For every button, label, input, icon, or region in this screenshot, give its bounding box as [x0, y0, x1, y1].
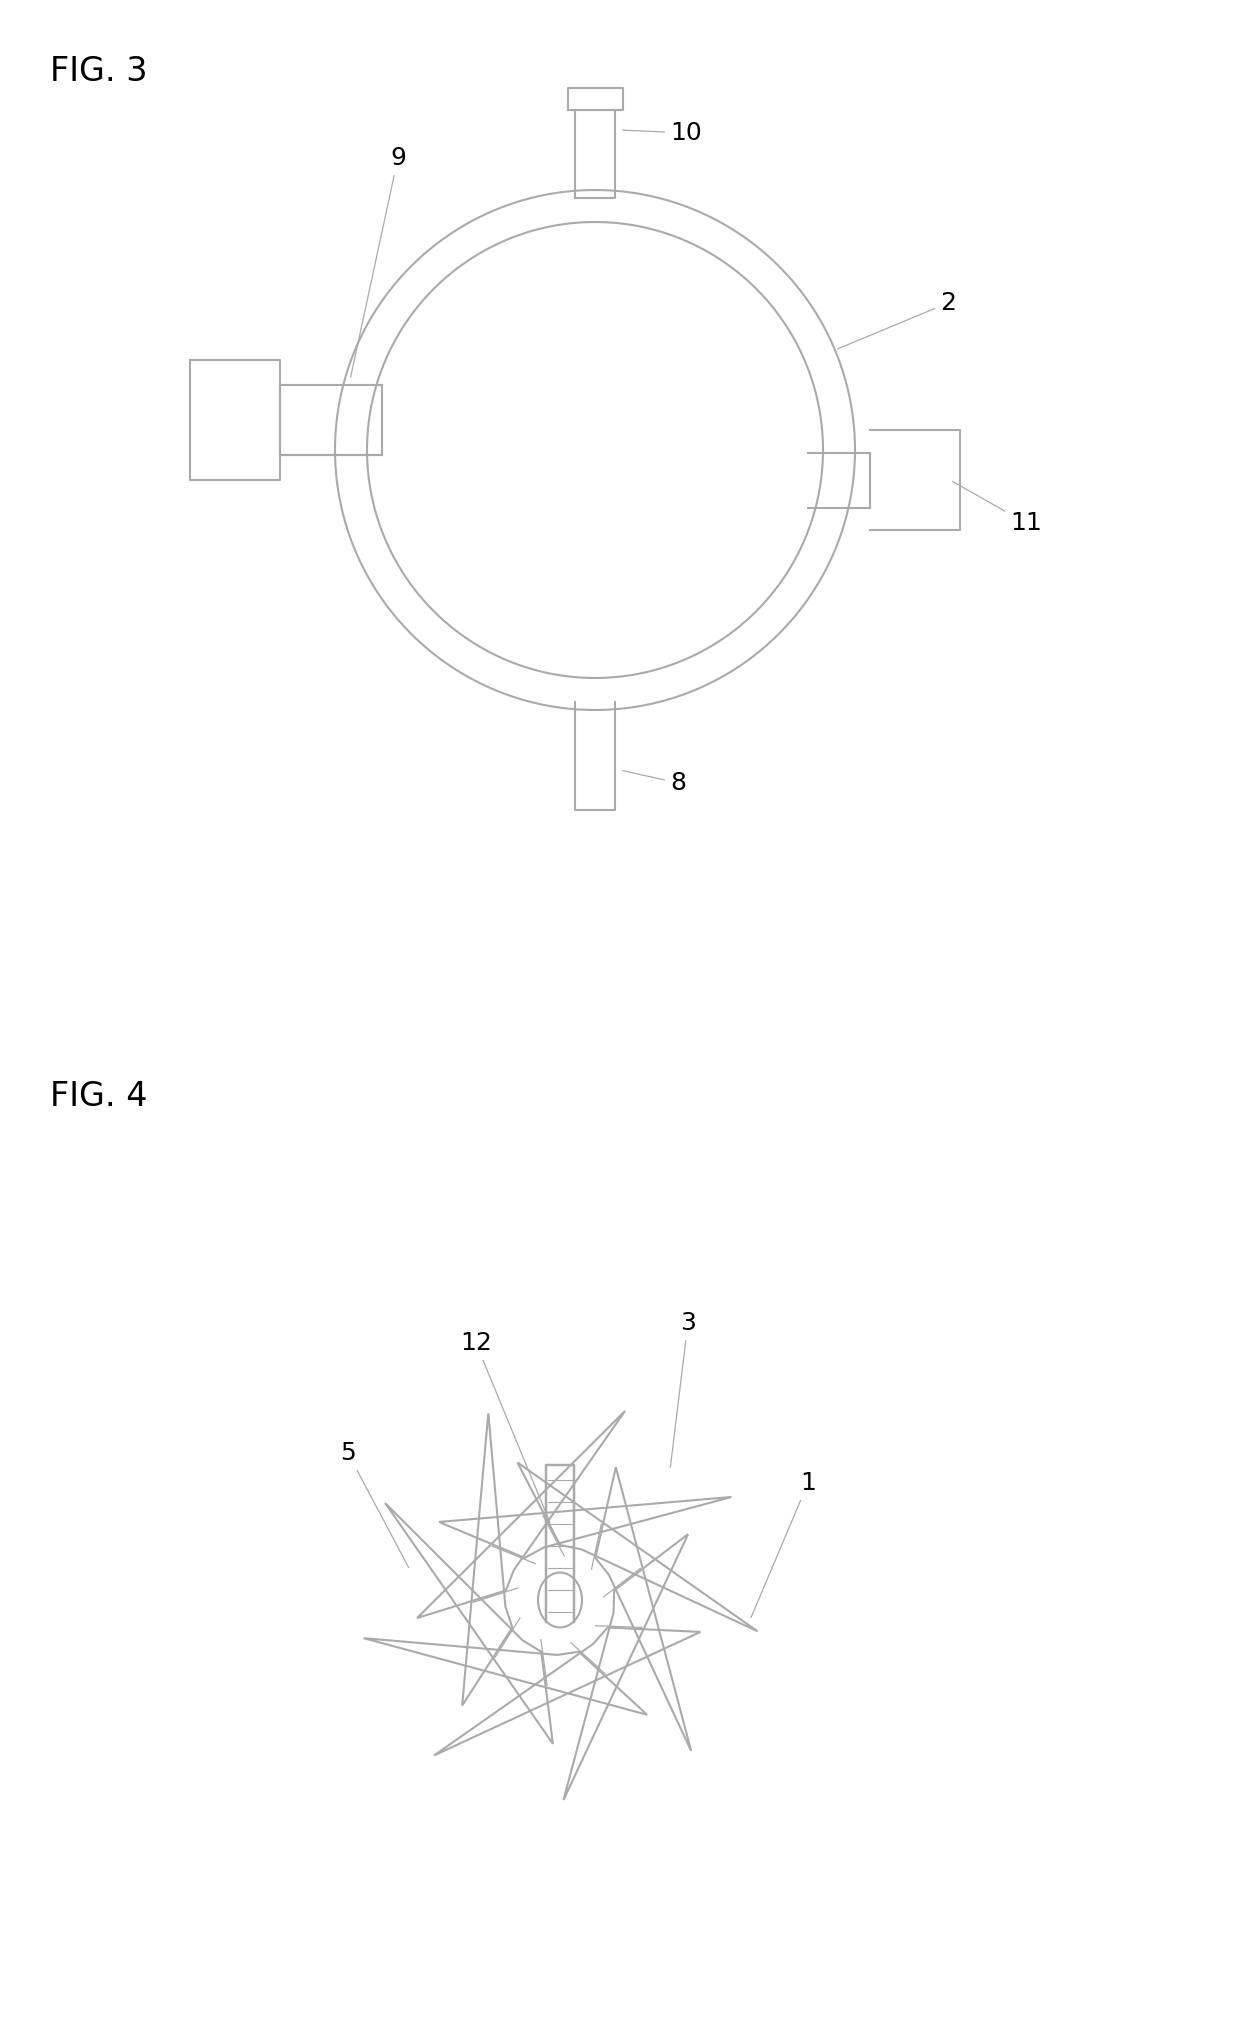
- Text: 5: 5: [340, 1440, 409, 1567]
- Text: 12: 12: [460, 1331, 549, 1523]
- Text: 2: 2: [837, 290, 956, 349]
- Text: FIG. 4: FIG. 4: [50, 1079, 148, 1113]
- Text: 11: 11: [952, 482, 1042, 535]
- Text: 9: 9: [351, 145, 405, 377]
- Text: 3: 3: [671, 1311, 696, 1466]
- Text: FIG. 3: FIG. 3: [50, 54, 148, 89]
- Text: 10: 10: [622, 121, 702, 145]
- Text: 8: 8: [622, 770, 686, 795]
- Text: 1: 1: [751, 1470, 816, 1618]
